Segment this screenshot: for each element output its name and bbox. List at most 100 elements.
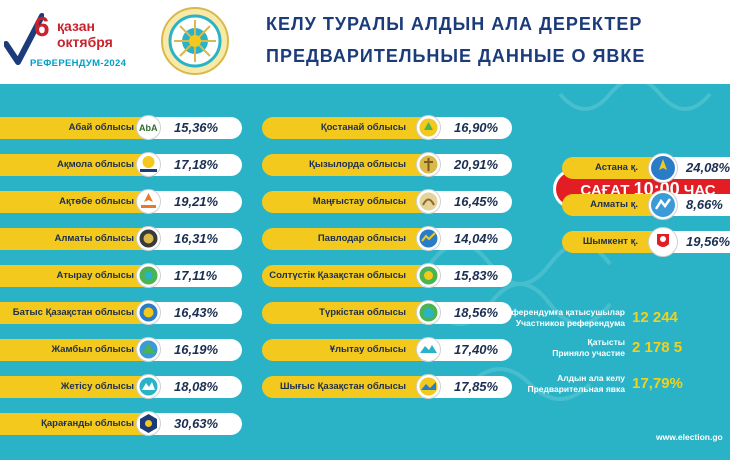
turkistan-region-icon xyxy=(416,300,441,325)
region-label: Ақтөбе облысы xyxy=(59,196,134,207)
city-label: Астана қ. xyxy=(594,162,638,173)
region-label: Жетісу облысы xyxy=(60,381,134,392)
turnout-label-ru: Предварительная явка xyxy=(527,384,625,394)
karaganda-region-icon xyxy=(136,411,161,436)
region-row: Батыс Қазақстан облысы 16,43% xyxy=(0,300,242,325)
region-row: Атырау облысы 17,11% xyxy=(0,263,242,288)
participants-value: 12 244 xyxy=(632,309,678,326)
region-value: 17,40% xyxy=(454,342,499,357)
participants-label-ru: Участников референдума xyxy=(515,318,625,328)
svg-text:AbA: AbA xyxy=(139,123,158,133)
region-label: Ұлытау облысы xyxy=(329,344,406,355)
kyzylorda-region-icon xyxy=(416,152,441,177)
abai-region-icon: AbA xyxy=(136,115,161,140)
region-value: 17,18% xyxy=(174,157,219,172)
region-value: 15,36% xyxy=(174,120,219,135)
turnout-value: 17,79% xyxy=(632,375,683,392)
region-label: Солтүстік Қазақстан облысы xyxy=(269,270,406,281)
region-value: 16,45% xyxy=(454,194,499,209)
turnout-label: Алдын ала келу Предварительная явка xyxy=(527,373,625,395)
shymkent-city-icon xyxy=(648,227,678,257)
city-label: Алматы қ. xyxy=(590,199,638,210)
almaty-region-icon xyxy=(136,226,161,251)
region-label: Павлодар облысы xyxy=(317,233,406,244)
region-value: 16,19% xyxy=(174,342,219,357)
east-kazakhstan-region-icon xyxy=(416,374,441,399)
city-row: Алматы қ. 8,66% xyxy=(562,190,730,220)
region-label: Қарағанды облысы xyxy=(41,418,134,429)
voted-value: 2 178 5 xyxy=(632,339,683,356)
region-row: Павлодар облысы 14,04% xyxy=(262,226,512,251)
region-value: 18,08% xyxy=(174,379,219,394)
zhambyl-region-icon xyxy=(136,337,161,362)
results-panel: Абай облысы 15,36% AbA Ақмола облысы 17,… xyxy=(0,84,730,460)
region-row: Алматы облысы 16,31% xyxy=(0,226,242,251)
region-row: Жамбыл облысы 16,19% xyxy=(0,337,242,362)
checkmark-icon xyxy=(4,13,44,65)
region-value: 14,04% xyxy=(454,231,499,246)
region-value: 17,85% xyxy=(454,379,499,394)
voted-label-ru: Приняло участие xyxy=(552,348,625,358)
region-row: Жетісу облысы 18,08% xyxy=(0,374,242,399)
region-value: 16,31% xyxy=(174,231,219,246)
aktobe-region-icon xyxy=(136,189,161,214)
title-russian: ПРЕДВАРИТЕЛЬНЫЕ ДАННЫЕ О ЯВКЕ xyxy=(266,46,646,66)
region-label: Жамбыл облысы xyxy=(51,344,134,355)
akmola-region-icon xyxy=(136,152,161,177)
region-label: Атырау облысы xyxy=(56,270,135,281)
region-row: Қостанай облысы 16,90% xyxy=(262,115,512,140)
north-kazakhstan-region-icon xyxy=(416,263,441,288)
participants-label-kz: Референдумға қатысушылар xyxy=(501,307,625,317)
region-row: Ұлытау облысы 17,40% xyxy=(262,337,512,362)
logo-month-kz: қазан xyxy=(57,18,95,34)
region-label: Маңғыстау облысы xyxy=(312,196,406,207)
header: 6 қазан октября РЕФЕРЕНДУМ-2024 КЕЛУ ТУР… xyxy=(0,0,730,84)
city-row: Астана қ. 24,08% xyxy=(562,153,730,183)
city-value: 19,56% xyxy=(686,234,730,249)
participants-label: Референдумға қатысушылар Участников рефе… xyxy=(501,307,625,329)
region-row: Маңғыстау облысы 16,45% xyxy=(262,189,512,214)
ulytau-region-icon xyxy=(416,337,441,362)
title-kazakh: КЕЛУ ТУРАЛЫ АЛДЫН АЛА ДЕРЕКТЕР xyxy=(266,14,643,34)
region-label: Ақмола облысы xyxy=(56,159,134,170)
kostanay-region-icon xyxy=(416,115,441,140)
turnout-label-kz: Алдын ала келу xyxy=(557,373,625,383)
region-row: Қызылорда облысы 20,91% xyxy=(262,152,512,177)
almaty-city-icon xyxy=(648,190,678,220)
city-value: 24,08% xyxy=(686,160,730,175)
astana-city-icon xyxy=(648,153,678,183)
region-value: 17,11% xyxy=(174,268,218,283)
region-row: Абай облысы 15,36% AbA xyxy=(0,115,242,140)
region-label: Алматы облысы xyxy=(54,233,134,244)
voted-label-kz: Қатысты xyxy=(587,337,626,347)
logo-day: 6 xyxy=(34,11,50,42)
region-row: Ақмола облысы 17,18% xyxy=(0,152,242,177)
region-row: Ақтөбе облысы 19,21% xyxy=(0,189,242,214)
region-label: Батыс Қазақстан облысы xyxy=(12,307,134,318)
website-link[interactable]: www.election.go xyxy=(656,432,723,442)
region-label: Түркістан облысы xyxy=(319,307,406,318)
atyrau-region-icon xyxy=(136,263,161,288)
region-label: Шығыс Қазақстан облысы xyxy=(279,381,406,392)
region-label: Абай облысы xyxy=(68,122,134,133)
pavlodar-region-icon xyxy=(416,226,441,251)
region-value: 16,43% xyxy=(174,305,219,320)
region-label: Қызылорда облысы xyxy=(309,159,406,170)
region-row: Түркістан облысы 18,56% xyxy=(262,300,512,325)
region-value: 20,91% xyxy=(454,157,499,172)
city-label: Шымкент қ. xyxy=(582,236,638,247)
referendum-logo: 6 қазан октября РЕФЕРЕНДУМ-2024 xyxy=(4,10,139,76)
region-value: 16,90% xyxy=(454,120,499,135)
region-label: Қостанай облысы xyxy=(320,122,406,133)
city-value: 8,66% xyxy=(686,197,723,212)
mangystau-region-icon xyxy=(416,189,441,214)
region-value: 18,56% xyxy=(454,305,499,320)
city-row: Шымкент қ. 19,56% xyxy=(562,227,730,257)
region-value: 15,83% xyxy=(454,268,499,283)
region-row: Шығыс Қазақстан облысы 17,85% xyxy=(262,374,512,399)
commission-emblem-icon xyxy=(161,7,229,75)
west-kazakhstan-region-icon xyxy=(136,300,161,325)
logo-referendum: РЕФЕРЕНДУМ-2024 xyxy=(30,58,127,69)
zhetisu-region-icon xyxy=(136,374,161,399)
region-row: Солтүстік Қазақстан облысы 15,83% xyxy=(262,263,512,288)
